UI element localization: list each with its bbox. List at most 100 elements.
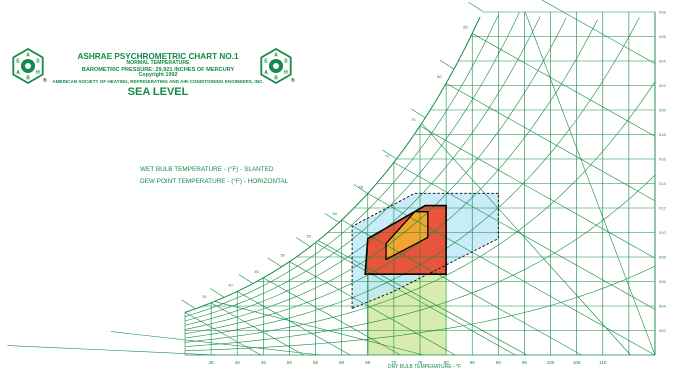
x-tick-100: 100 [547,360,555,365]
rh-curve-30 [184,81,656,343]
rh-curve-70 [184,16,541,326]
volume-line-14 [317,240,528,356]
ashrae-logo-left: ASHRAE® [12,47,47,85]
x-tick-80: 80 [444,360,450,365]
logo-letter: R [26,76,30,82]
x-tick-45: 45 [261,360,267,365]
y-tick-002: 002 [659,328,666,333]
y-tick-010: 010 [659,230,666,235]
logo-letter: A [274,53,278,59]
wet-bulb-line-90 [541,0,656,64]
wet-bulb-line-65 [367,193,655,356]
dewpoint-tick-50: 50 [280,253,285,258]
blue-zone-outline [351,192,499,309]
x-tick-90: 90 [496,360,502,365]
x-tick-95: 95 [522,360,528,365]
wet-bulb-line-85 [472,33,656,137]
y-tick-028: 028 [659,10,666,15]
x-tick-70: 70 [391,360,397,365]
logo-letter: E [16,58,20,64]
saturation-curve [184,16,481,313]
wet-bulb-line-80 [445,82,656,202]
logo-letter: R [274,76,278,82]
enthalpy-tick-8 [411,108,426,119]
logo-letter: A [264,70,268,76]
ashrae-logos: ASHRAE®ASHRAE® [12,47,295,85]
y-tick-018: 018 [659,132,666,137]
x-tick-65: 65 [365,360,371,365]
chart-grid [7,0,656,356]
y-tick-006: 006 [659,279,666,284]
dewpoint-tick-55: 55 [307,234,312,239]
y-tick-024: 024 [659,59,666,64]
dewpoint-tick-35: 35 [202,294,207,299]
y-tick-012: 012 [659,206,666,211]
enthalpy-tick-1 [210,288,225,298]
volume-line-13 [110,331,320,356]
dewpoint-tick-70: 70 [385,153,390,158]
dew-point-legend: DEW POINT TEMPERATURE - (°F) - HORIZONTA… [140,178,289,185]
logo-letter: H [284,70,288,76]
wet-bulb-line-75 [419,125,656,259]
header-line-4: Copyright 1992 [138,71,178,78]
y-tick-014: 014 [659,181,666,186]
dewpoint-tick-80: 80 [437,74,442,79]
orange-zone-outline [385,211,429,261]
volume-line-14.5 [421,123,631,356]
y-tick-026: 026 [659,34,666,39]
y-tick-016: 016 [659,157,666,162]
x-axis-label: DRY BULB TEMPERATURE - °F [388,364,462,370]
dewpoint-tick-75: 75 [411,117,416,122]
dewpoint-tick-40: 40 [228,282,233,287]
header-line-3: BAROMETRIC PRESSURE: 29.921 INCHES OF ME… [81,66,235,73]
wet-bulb-line-30 [184,312,261,356]
rh-curve-50 [184,19,598,335]
dewpoint-tick-65: 65 [359,184,364,189]
zone-outlines [351,192,499,355]
enthalpy-tick-0 [181,299,196,310]
volume-line-13.5 [214,301,424,356]
rh-curve-90 [184,14,499,317]
wet-bulb-line-60 [341,219,582,356]
registered-mark: ® [43,77,47,84]
y-tick-022: 022 [659,83,666,88]
x-tick-75: 75 [417,360,423,365]
enthalpy-tick-10 [468,2,483,12]
x-tick-85: 85 [470,360,476,365]
x-tick-55: 55 [313,360,319,365]
logo-letter: S [36,58,40,64]
enthalpy-tick-6 [353,184,368,194]
header-line-2: NORMAL TEMPERATURE [126,60,190,67]
logo-letter: S [284,58,288,64]
logo-letter: A [26,53,30,59]
wet-bulb-line-45 [263,277,401,356]
x-tick-60: 60 [339,360,345,365]
wet-bulb-line-40 [237,291,351,356]
logo-letter: E [264,58,268,64]
dewpoint-tick-45: 45 [254,269,259,274]
enthalpy-tick-4 [296,237,311,247]
wet-bulb-line-35 [210,302,304,356]
chart-header: ASHRAE PSYCHROMETRIC CHART NO.1 NORMAL T… [52,52,263,98]
y-tick-004: 004 [659,304,666,309]
x-tick-110: 110 [599,360,607,365]
x-tick-50: 50 [287,360,293,365]
enthalpy-tick-2 [238,274,254,284]
header-line-6: SEA LEVEL [127,85,189,98]
dewpoint-tick-60: 60 [333,211,338,216]
registered-mark: ® [291,77,295,84]
logo-letter: A [16,70,20,76]
header-line-5: AMERICAN SOCIETY OF HEATING, REFRIGERATI… [52,78,264,84]
x-tick-105: 105 [573,360,581,365]
wet-bulb-line-50 [289,261,456,356]
y-tick-020: 020 [659,108,666,113]
y-tick-008: 008 [659,255,666,260]
enthalpy-tick-7 [382,149,397,160]
rh-curve-40 [184,17,640,339]
wet-bulb-legend: WET BULB TEMPERATURE - (°F) - SLANTED [140,166,274,173]
rh-curve-10 [184,265,656,352]
rh-curve-20 [184,174,656,347]
volume-line-15 [524,11,656,356]
volume-line-12.5 [7,345,217,356]
